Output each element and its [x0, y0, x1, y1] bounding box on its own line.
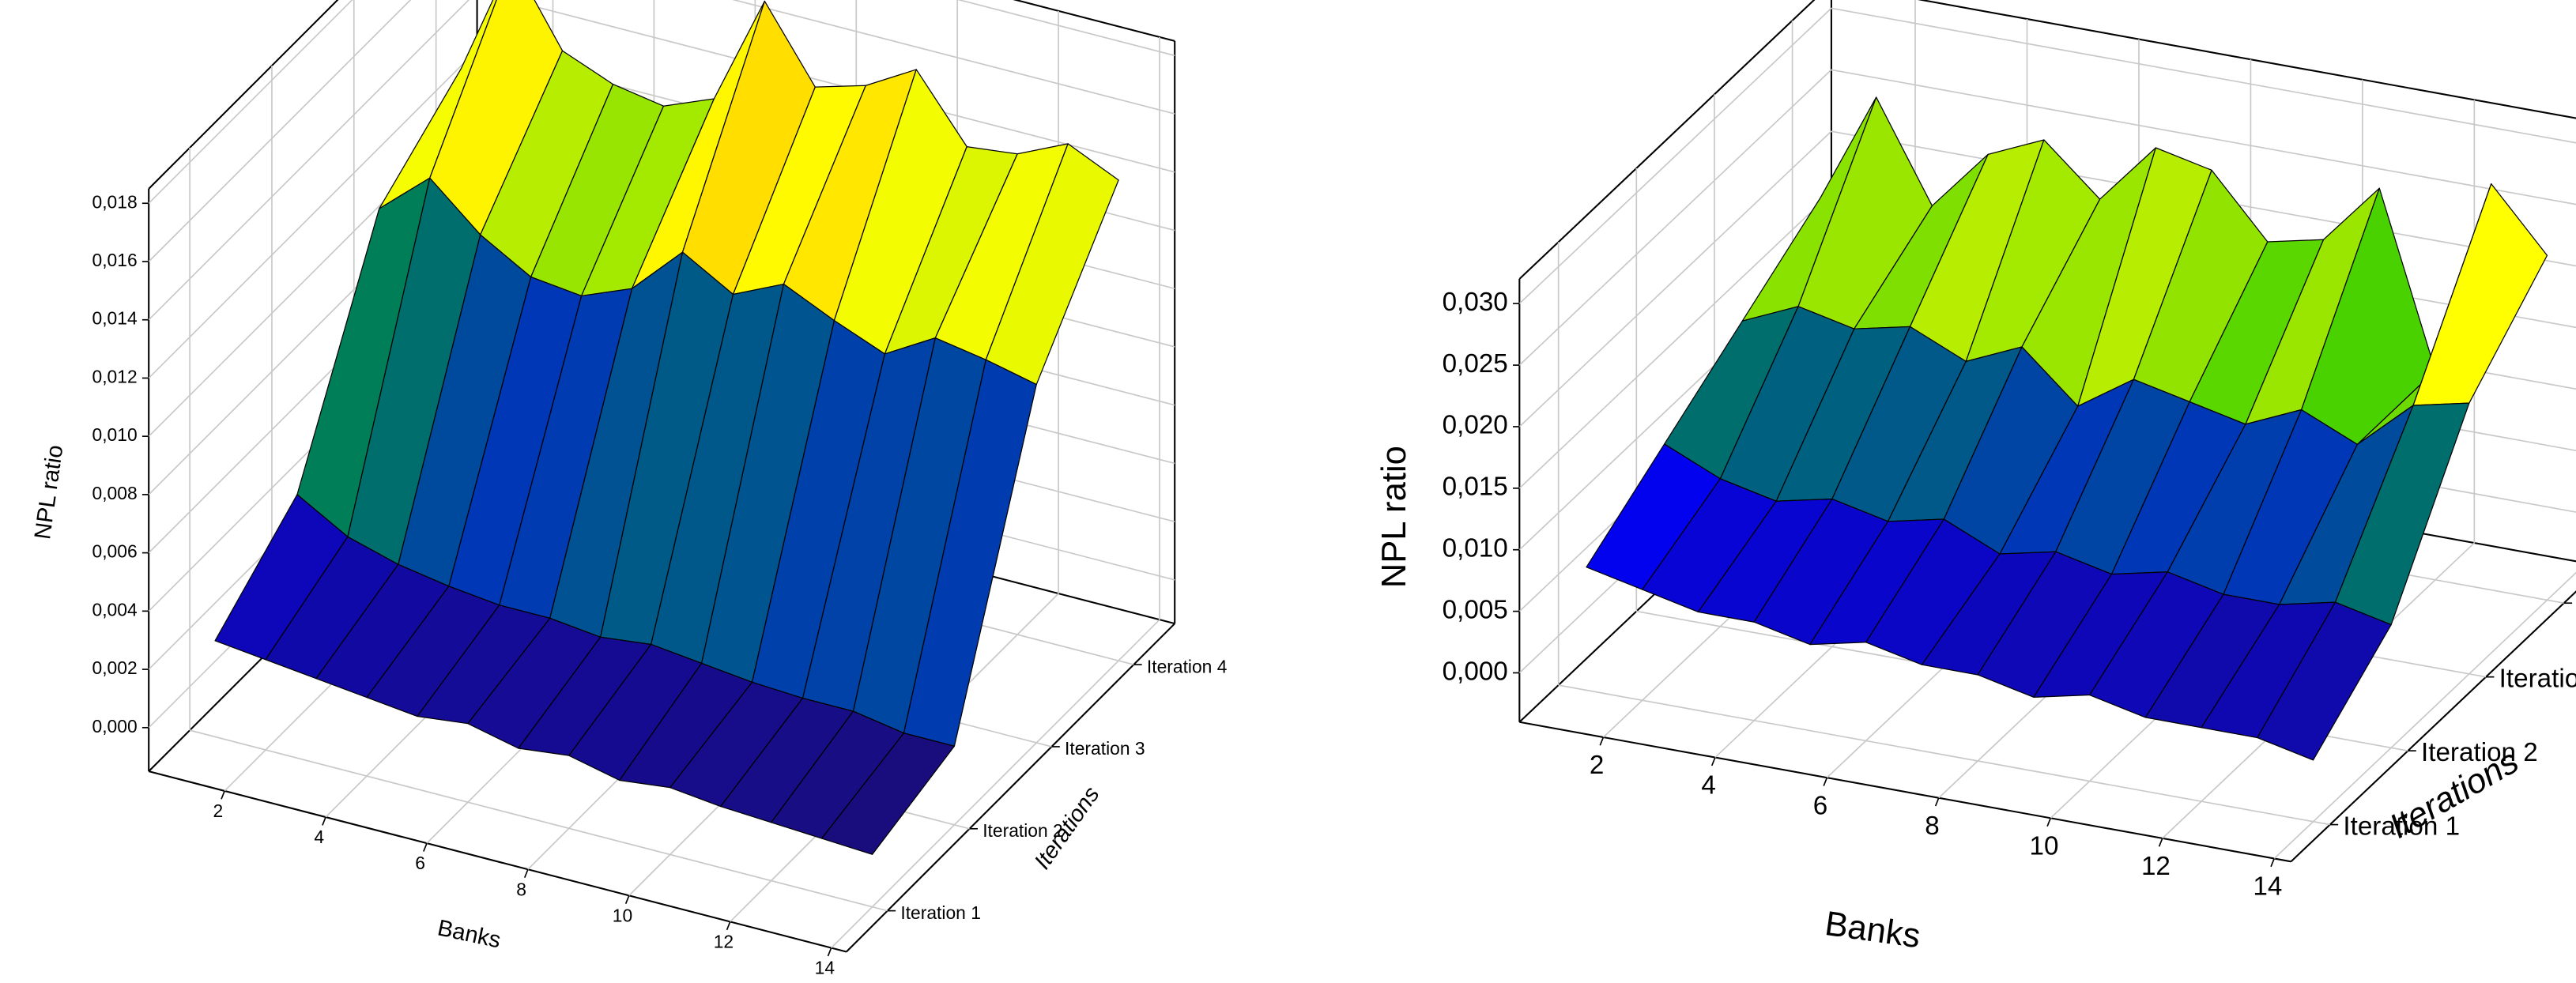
x-tick-label: 4 [314, 827, 324, 847]
z-tick-label: 0,025 [1443, 349, 1508, 379]
x-tick-label: 6 [1813, 791, 1827, 820]
x-tick-label: 14 [2253, 872, 2282, 902]
axis-title: NPL ratio [30, 443, 68, 540]
surface-patch [2257, 601, 2392, 761]
x-tick-label: 8 [1925, 812, 1939, 841]
grid-line [2273, 571, 2576, 860]
z-tick-label: 0,030 [1443, 288, 1508, 317]
tick-mark [1599, 736, 1605, 746]
grid-line [957, 0, 1175, 57]
x-tick-label: 2 [1590, 751, 1604, 780]
axis-box-edge [1518, 0, 1816, 280]
surface-patch [2412, 183, 2548, 406]
axis-box-edge [148, 0, 339, 190]
grid-line [1558, 684, 2330, 826]
tick-mark [827, 947, 832, 957]
x-tick-label: 10 [613, 905, 632, 925]
x-tick-label: 10 [2029, 831, 2058, 861]
grid-line [831, 619, 1160, 949]
x-tick-label: 12 [2141, 852, 2171, 881]
x-tick-label: 14 [815, 958, 835, 978]
y-tick-label: Iteration 1 [900, 902, 981, 923]
axis-box-edge [846, 623, 1175, 953]
axis-box-edge [2290, 590, 2576, 863]
surface-chart: 0,000 0,005 0,010 0,015 0,020 0,025 0,030 2 4 6 8 1… [1375, 0, 2576, 955]
z-tick-label: 0,018 [92, 191, 138, 212]
z-tick-label: 0,016 [92, 250, 138, 270]
x-tick-label: 6 [415, 853, 425, 873]
z-tick-label: 0,010 [1443, 534, 1508, 563]
axis-title: NPL ratio [1375, 446, 1413, 588]
grid-line [148, 49, 478, 379]
axis-box-edge [1519, 721, 2291, 863]
axis-box-edge [1013, 0, 1175, 42]
tick-mark [1710, 757, 1716, 766]
z-tick-label: 0,010 [92, 424, 138, 445]
y-tick-label: Iteration 2 [983, 820, 1063, 841]
z-tick-label: 0,015 [1443, 473, 1508, 502]
z-tick-label: 0,005 [1443, 595, 1508, 624]
z-tick-label: 0,006 [92, 541, 138, 562]
y-tick-label: Iteration 3 [2499, 665, 2576, 694]
grid-line [1518, 130, 1832, 427]
tick-mark [322, 816, 326, 826]
grid-line [1831, 7, 2576, 144]
axis-title: Banks [436, 915, 504, 953]
grid-line [148, 0, 470, 321]
grid-line [1518, 192, 1832, 489]
axis-box-edge [1917, 0, 2576, 119]
tick-mark [221, 790, 225, 800]
grid-line [1518, 7, 1832, 304]
z-tick-label: 0,000 [1443, 657, 1508, 686]
x-tick-label: 4 [1701, 771, 1715, 800]
z-tick-label: 0,004 [92, 599, 138, 620]
tick-mark [1823, 777, 1828, 786]
z-tick-label: 0,012 [92, 366, 138, 386]
z-tick-label: 0,000 [92, 716, 138, 736]
surface-chart: 0,000 0,002 0,004 0,006 0,008 0,010 0,012 0,014… [30, 0, 1228, 978]
grid-line [189, 729, 888, 912]
y-tick-label: Iteration 1 [2343, 812, 2460, 842]
z-tick-label: 0,014 [92, 308, 138, 329]
z-tick-label: 0,008 [92, 483, 138, 503]
tick-mark [726, 921, 731, 931]
tick-mark [2270, 858, 2275, 868]
y-tick-label: Iteration 3 [1065, 738, 1145, 759]
grid-line [148, 0, 412, 262]
tick-mark [1934, 797, 1940, 807]
tick-mark [523, 868, 529, 878]
x-tick-label: 2 [213, 800, 223, 821]
z-tick-label: 0,020 [1443, 411, 1508, 440]
tick-mark [423, 842, 428, 852]
tick-mark [2046, 818, 2052, 827]
y-tick-label: Iteration 4 [1147, 656, 1228, 676]
surface-patch [820, 733, 956, 855]
grid-line [1518, 69, 1832, 366]
x-tick-label: 8 [516, 879, 526, 899]
x-tick-label: 12 [714, 931, 734, 951]
y-tick-label: Iteration 2 [2421, 738, 2538, 767]
grid-line [148, 0, 353, 204]
z-tick-label: 0,002 [92, 657, 138, 678]
axis-title: Banks [1823, 905, 1923, 955]
tick-mark [624, 895, 630, 905]
tick-mark [2158, 838, 2163, 847]
